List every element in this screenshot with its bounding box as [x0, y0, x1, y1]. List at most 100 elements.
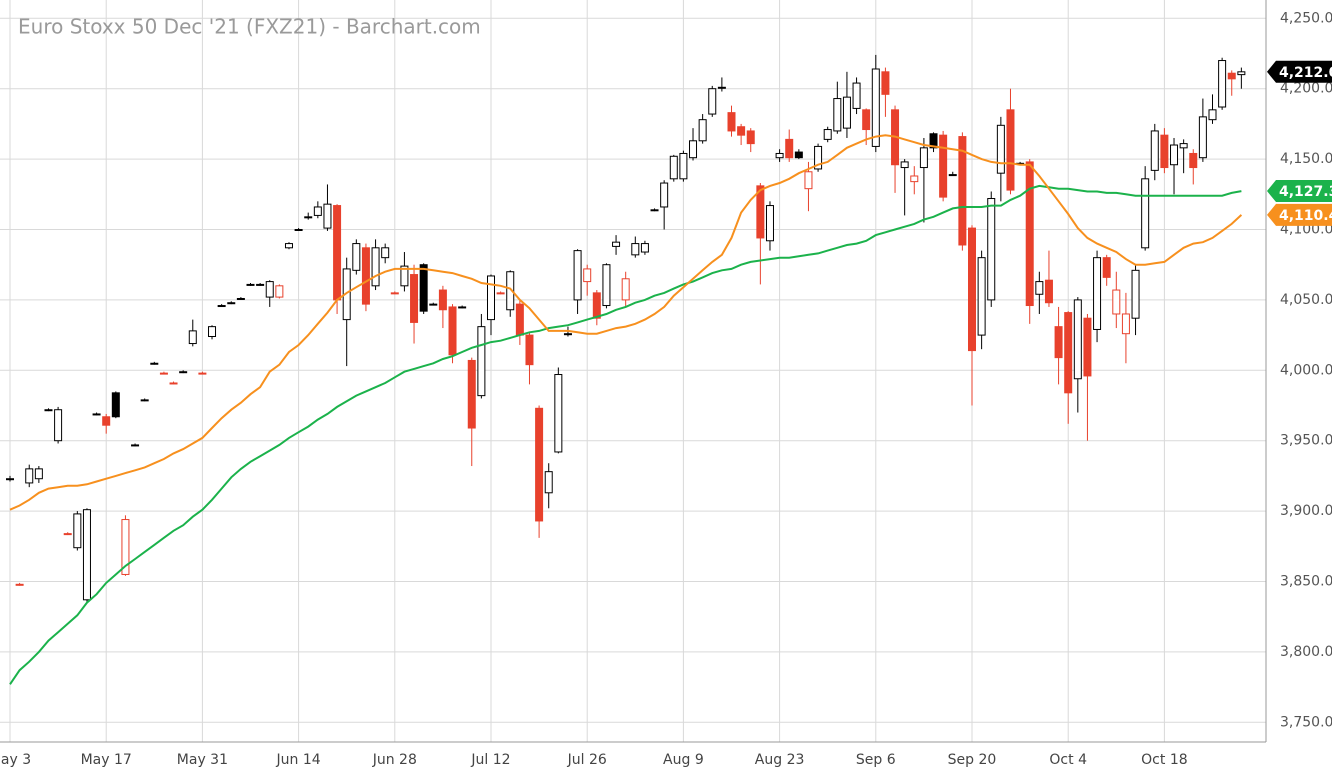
candle-body: [650, 209, 659, 212]
chart-title: Euro Stoxx 50 Dec '21 (FXZ21) - Barchart…: [18, 15, 481, 39]
candle-body: [333, 205, 342, 301]
candle-body: [458, 306, 467, 309]
candle-body: [352, 243, 361, 271]
candle-body: [563, 333, 572, 336]
candle-body: [977, 257, 986, 336]
last-value-tag: [1267, 180, 1332, 203]
candle-body: [765, 205, 774, 242]
candle-body: [1102, 257, 1111, 278]
candle-body: [1198, 116, 1207, 159]
candle-body: [410, 274, 419, 323]
candle-body: [102, 416, 111, 426]
plot: [6, 54, 1246, 685]
candle-body: [381, 247, 390, 259]
candle-body: [1121, 313, 1130, 335]
candle-body: [275, 285, 284, 298]
candle-body: [313, 206, 322, 216]
candle-body: [1112, 289, 1121, 315]
candle-body: [717, 86, 726, 89]
candle-body: [1083, 317, 1092, 377]
candle-body: [621, 278, 630, 301]
candle-body: [400, 265, 409, 287]
candle-body: [948, 174, 957, 177]
candle-body: [814, 145, 823, 170]
candle-body: [1141, 178, 1150, 249]
candle-body: [1189, 152, 1198, 169]
candle-body: [554, 374, 563, 453]
candle-body: [265, 281, 274, 298]
labels: 3,750.0 3,800.0 3,850.0 3,900.0 3,950.0 4,000…: [0, 10, 1332, 768]
candle-body: [669, 155, 678, 180]
candle-body: [939, 134, 948, 198]
candle-body: [1025, 161, 1034, 307]
candle-body: [852, 82, 861, 109]
y-tick-label: 4,150.0: [1280, 151, 1332, 167]
candle-body: [958, 136, 967, 246]
x-tick-label: Oct 18: [1141, 752, 1187, 768]
candle-body: [929, 133, 938, 149]
x-tick-label: Sep 20: [948, 752, 997, 768]
candle-body: [438, 289, 447, 311]
candle-body: [371, 247, 380, 287]
y-tick-label: 4,200.0: [1280, 81, 1332, 97]
candle-body: [467, 359, 476, 429]
candle-body: [82, 509, 91, 601]
candle-body: [919, 147, 928, 169]
candle-body: [1208, 109, 1217, 121]
candle-body: [823, 129, 832, 140]
candle-body: [602, 264, 611, 307]
y-tick-label: 4,000.0: [1280, 362, 1332, 378]
candle-body: [727, 112, 736, 132]
candle-body: [429, 303, 438, 306]
candle-body: [217, 305, 226, 308]
candle-body: [1073, 299, 1082, 380]
candle-body: [44, 409, 53, 412]
x-tick-label: Jul 12: [470, 752, 510, 768]
candle-body: [15, 583, 24, 586]
candle-body: [159, 372, 168, 375]
candle-body: [1044, 279, 1053, 304]
candle-body: [996, 124, 1005, 174]
candle-body: [698, 119, 707, 142]
candle-body: [708, 88, 717, 115]
candle-body: [756, 185, 765, 239]
candle-body: [1093, 257, 1102, 330]
y-tick-label: 4,250.0: [1280, 10, 1332, 26]
candle-body: [256, 283, 265, 286]
candle-body: [73, 513, 82, 549]
candle-body: [361, 247, 370, 305]
candle-body: [881, 71, 890, 95]
x-tick-label: Jun 14: [276, 752, 321, 768]
candle-body: [34, 468, 43, 480]
candle-body: [496, 292, 505, 295]
candle-body: [227, 302, 236, 305]
x-tick-label: Aug 9: [663, 752, 704, 768]
candle-body: [140, 399, 149, 402]
last-value-label: 4,212.0: [1279, 65, 1332, 81]
candle-body: [208, 326, 217, 338]
last-value-label: 4,127.3: [1279, 184, 1332, 200]
candle-body: [794, 151, 803, 159]
candle-body: [487, 275, 495, 321]
candle-body: [871, 68, 880, 147]
candle-body: [304, 216, 313, 219]
candle-body: [6, 478, 14, 481]
x-tick-label: Oct 4: [1049, 752, 1087, 768]
candle-body: [246, 283, 255, 286]
x-tick-label: Sep 6: [856, 752, 896, 768]
candle-body: [1064, 312, 1073, 394]
x-tick-label: Aug 23: [755, 752, 805, 768]
candle-body: [1170, 144, 1179, 166]
candle-body: [1218, 60, 1227, 108]
candle-body: [833, 98, 842, 132]
candle-body: [448, 306, 457, 356]
candle-body: [284, 243, 293, 249]
candle-body: [583, 268, 592, 283]
candle-body: [746, 130, 755, 145]
candle-body: [525, 334, 534, 366]
y-tick-label: 3,800.0: [1280, 644, 1332, 660]
candle-body: [198, 372, 207, 375]
